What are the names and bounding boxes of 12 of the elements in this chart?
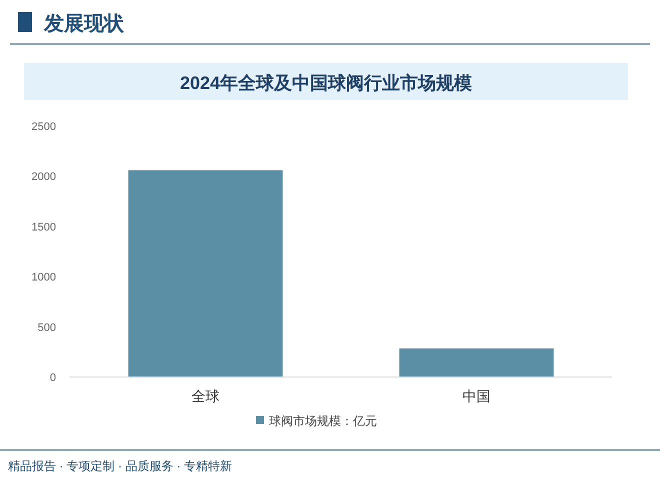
y-tick-label: 2000 — [32, 171, 56, 184]
y-tick-label: 1500 — [32, 221, 56, 234]
y-tick-label: 2500 — [32, 121, 56, 133]
legend-label: 球阀市场规模：亿元 — [269, 414, 377, 428]
text: 精品报告 · 专项定制 · 品质服务 · 专精特新 — [8, 459, 232, 473]
y-tick-label: 1000 — [32, 272, 56, 284]
y-tick-label: 500 — [38, 322, 56, 334]
x-tick-label: 中国 — [462, 388, 490, 404]
chart-title: 2024年全球及中国球阀行业市场规模 — [180, 73, 472, 93]
y-tick-label: 0 — [50, 372, 56, 384]
text: 发展现状 — [43, 13, 125, 35]
x-tick-label: 全球 — [192, 388, 220, 404]
